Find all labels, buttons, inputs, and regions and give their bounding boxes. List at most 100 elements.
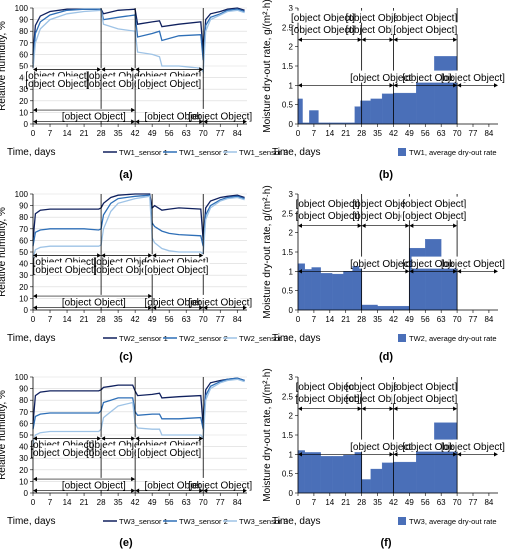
x-tick-label: 42 [389, 129, 398, 138]
legend-swatch [398, 148, 406, 156]
x-tick-label: 14 [63, 498, 72, 507]
y-tick-label: 0 [289, 306, 294, 315]
x-tick-label: 63 [182, 315, 191, 324]
annotation-label: [object Object] [393, 13, 457, 24]
x-tick-label: 56 [165, 498, 174, 507]
annotation-background [401, 208, 468, 221]
chart-panel: 0 7 14 21 28 35 42 49 56 63 70 77 84 0 10 20 30 40 50 60 70 8… [0, 373, 288, 549]
legend-label: TW1, average dry-out rate [409, 148, 497, 157]
y-tick-label: 50 [19, 431, 28, 440]
phase-arrow [33, 436, 102, 441]
x-tick-label: 28 [357, 315, 366, 324]
y-tick-label: 0 [289, 120, 294, 129]
annotation-label: [object Object] [346, 13, 410, 24]
annotation-label: [object Object] [402, 259, 466, 270]
annotation-background [307, 208, 348, 221]
temperature-arrow [457, 452, 498, 457]
legend-label: TW3_sensor 1 [119, 517, 168, 526]
temperature-arrow [33, 293, 153, 299]
annotation-background [299, 379, 356, 392]
y-tick-label: 60 [19, 419, 28, 428]
x-axis-title: Time, days [272, 333, 321, 344]
annotation-label: [object Object] [188, 111, 252, 122]
y-axis-title: Relative humidity, % [0, 390, 8, 480]
dry-out-rate-bar [393, 461, 417, 494]
chart-panel: 0 7 14 21 28 35 42 49 56 63 70 77 84 0 10 20 30 40 50 60 70 8… [0, 4, 288, 181]
x-tick-label: 56 [421, 129, 430, 138]
annotation-background [406, 196, 463, 209]
temperature-arrow [135, 488, 204, 493]
dry-out-rate-bar [393, 92, 417, 125]
annotation-background [105, 76, 131, 89]
y-tick-label: 0.5 [282, 287, 294, 296]
annotation-label: [object Object] [402, 199, 466, 210]
annotation-label: [object Object] [350, 73, 414, 84]
series-line [32, 194, 245, 247]
y-tick-label: 2 [289, 412, 294, 421]
panel-label: (f) [381, 537, 392, 549]
dry-out-rate-bar [361, 479, 371, 494]
x-tick-label: 42 [389, 498, 398, 507]
annotation-label: [object Object] [296, 211, 360, 222]
dry-out-rate-bar [304, 452, 312, 494]
annotation-background [354, 10, 401, 23]
y-tick-label: 1.5 [282, 248, 294, 257]
annotation-label: [object Object] [441, 259, 505, 270]
y-tick-label: 70 [19, 39, 28, 48]
x-tick-label: 21 [80, 498, 89, 507]
annotation-background [289, 10, 357, 23]
annotation-label: [object Object] [402, 442, 466, 453]
dry-out-rate-bar [381, 462, 394, 494]
annotation-label: [object Object] [402, 73, 466, 84]
legend-label: TW3_sensor 2 [179, 517, 228, 526]
x-axis-title: Time, days [7, 147, 56, 158]
y-tick-label: 100 [15, 190, 29, 199]
annotation-label: [object Object] [441, 442, 505, 453]
phase-arrow [135, 67, 204, 72]
panel-label: (a) [119, 169, 133, 181]
x-tick-label: 35 [373, 129, 382, 138]
y-tick-label: 0 [24, 306, 29, 315]
temperature-arrow [152, 305, 204, 310]
annotation-background [411, 256, 458, 269]
chart-panel: 0 7 14 21 28 35 42 49 56 63 70 77 84 0 0.5 1 1.5 2 2.5 3 Moi… [262, 185, 505, 363]
phase-arrow [393, 37, 458, 42]
y-tick-label: 10 [19, 477, 28, 486]
annotation-background [452, 256, 494, 269]
y-tick-label: 40 [19, 74, 28, 83]
annotation-label: [object Object] [296, 199, 360, 210]
y-tick-label: 80 [19, 213, 28, 222]
x-tick-label: 84 [233, 498, 242, 507]
annotation-background [397, 379, 454, 392]
annotation-label: [object Object] [393, 25, 457, 36]
dry-out-rate-bar [311, 267, 321, 311]
x-axis-title: Time, days [7, 516, 56, 527]
y-tick-label: 1.5 [282, 431, 294, 440]
x-tick-label: 49 [148, 315, 157, 324]
annotation-background [135, 76, 203, 89]
temperature-arrow [203, 119, 247, 124]
x-tick-label: 63 [437, 498, 446, 507]
y-tick-label: 2 [289, 229, 294, 238]
annotation-background [70, 294, 117, 307]
x-tick-label: 21 [80, 315, 89, 324]
series-line [32, 377, 245, 430]
y-tick-label: 2.5 [282, 23, 294, 32]
annotation-background [143, 262, 210, 275]
phase-arrow [409, 223, 458, 228]
legend-label: TW1_sensor 1 [119, 148, 168, 157]
phase-arrow [361, 406, 394, 411]
annotation-background [113, 262, 138, 275]
x-tick-label: 84 [484, 498, 493, 507]
annotation-label: [object Object] [352, 199, 416, 210]
y-tick-label: 10 [19, 294, 28, 303]
y-tick-label: 10 [19, 108, 28, 117]
dry-out-rate-bar [297, 98, 303, 125]
temperature-arrow [33, 119, 136, 124]
annotation-background [200, 477, 241, 490]
x-tick-label: 14 [63, 315, 72, 324]
x-tick-label: 42 [131, 498, 140, 507]
legend-label: TW2, average dry-out rate [409, 334, 497, 343]
y-tick-label: 0 [289, 489, 294, 498]
y-tick-label: 40 [19, 443, 28, 452]
